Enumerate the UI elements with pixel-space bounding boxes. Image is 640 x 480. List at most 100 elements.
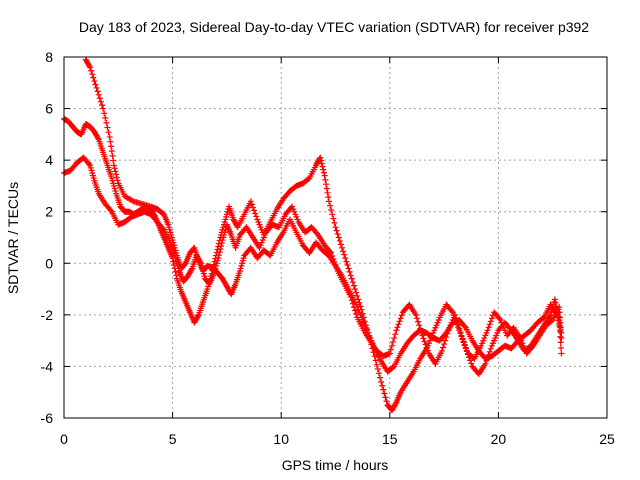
data-point xyxy=(462,344,469,351)
data-point xyxy=(381,390,388,397)
data-point xyxy=(417,325,424,332)
data-point xyxy=(85,161,92,168)
data-point xyxy=(378,378,385,385)
data-point xyxy=(558,335,565,342)
data-point xyxy=(87,64,94,71)
data-point xyxy=(468,360,475,367)
data-point xyxy=(390,338,397,345)
data-point xyxy=(362,322,369,329)
data-point xyxy=(108,143,115,150)
x-tick-labels: 0 5 10 15 20 25 xyxy=(60,431,615,447)
data-point xyxy=(357,303,364,310)
series-trace-b xyxy=(61,115,565,414)
data-point xyxy=(350,282,357,289)
data-point xyxy=(113,174,120,181)
data-point xyxy=(486,321,493,328)
data-point xyxy=(348,297,355,304)
data-point xyxy=(359,310,366,317)
data-point xyxy=(380,386,387,393)
data-point xyxy=(104,124,111,131)
data-point xyxy=(496,315,503,322)
data-point xyxy=(218,240,225,247)
data-point xyxy=(329,252,336,259)
data-point xyxy=(485,351,492,358)
data-point xyxy=(89,71,96,78)
data-point xyxy=(336,237,343,244)
y-tick-label: 4 xyxy=(45,152,53,168)
data-point xyxy=(558,344,565,351)
data-point xyxy=(539,315,546,322)
data-point xyxy=(371,353,378,360)
data-point xyxy=(375,370,382,377)
x-axis-label: GPS time / hours xyxy=(282,457,389,473)
data-point xyxy=(318,160,325,167)
data-point xyxy=(328,249,335,256)
data-point xyxy=(484,327,491,334)
data-point xyxy=(197,258,204,265)
data-point xyxy=(552,299,559,306)
data-point xyxy=(352,286,359,293)
data-point xyxy=(108,148,115,155)
data-point xyxy=(327,202,334,209)
data-point xyxy=(391,335,398,342)
data-point xyxy=(383,398,390,405)
data-point xyxy=(551,296,558,303)
data-point xyxy=(188,266,195,273)
y-tick-label: 6 xyxy=(45,101,53,117)
data-point xyxy=(314,230,321,237)
data-point xyxy=(320,166,327,173)
data-point xyxy=(107,138,114,145)
data-point xyxy=(398,312,405,319)
data-point xyxy=(335,234,342,241)
data-point xyxy=(557,333,564,340)
data-point xyxy=(467,357,474,364)
data-point xyxy=(379,382,386,389)
data-point xyxy=(321,172,328,179)
data-point xyxy=(343,258,350,265)
data-point xyxy=(345,265,352,272)
data-point xyxy=(451,311,458,318)
data-point xyxy=(458,332,465,339)
axis-ticks xyxy=(63,56,608,419)
data-point xyxy=(217,246,224,253)
data-point xyxy=(159,225,166,232)
data-point xyxy=(346,268,353,275)
data-point xyxy=(457,329,464,336)
data-point xyxy=(529,344,536,351)
data-point xyxy=(441,341,448,348)
data-point xyxy=(348,275,355,282)
data-point xyxy=(105,129,112,136)
data-point xyxy=(107,207,114,214)
data-point xyxy=(463,347,470,354)
data-point xyxy=(109,152,116,159)
data-point xyxy=(372,357,379,364)
data-point xyxy=(461,341,468,348)
data-point xyxy=(556,314,563,321)
y-tick-label: -2 xyxy=(41,307,54,323)
data-point xyxy=(486,348,493,355)
data-point xyxy=(460,338,467,345)
data-point xyxy=(330,215,337,222)
data-point xyxy=(216,249,223,256)
data-point xyxy=(323,181,330,188)
data-point xyxy=(483,357,490,364)
grid xyxy=(64,57,607,418)
data-point xyxy=(251,207,258,214)
data-point xyxy=(331,258,338,265)
data-point xyxy=(331,219,338,226)
data-point xyxy=(111,165,118,172)
data-point xyxy=(361,318,368,325)
data-point xyxy=(325,194,332,201)
data-point xyxy=(340,248,347,255)
data-point xyxy=(353,310,360,317)
plot-frame xyxy=(63,56,608,419)
data-point xyxy=(248,201,255,208)
data-point xyxy=(413,315,420,322)
data-point xyxy=(334,231,341,238)
data-point xyxy=(395,321,402,328)
data-point xyxy=(363,326,370,333)
data-point xyxy=(377,374,384,381)
data-point xyxy=(252,210,259,217)
data-point xyxy=(349,279,356,286)
data-point xyxy=(323,185,330,192)
